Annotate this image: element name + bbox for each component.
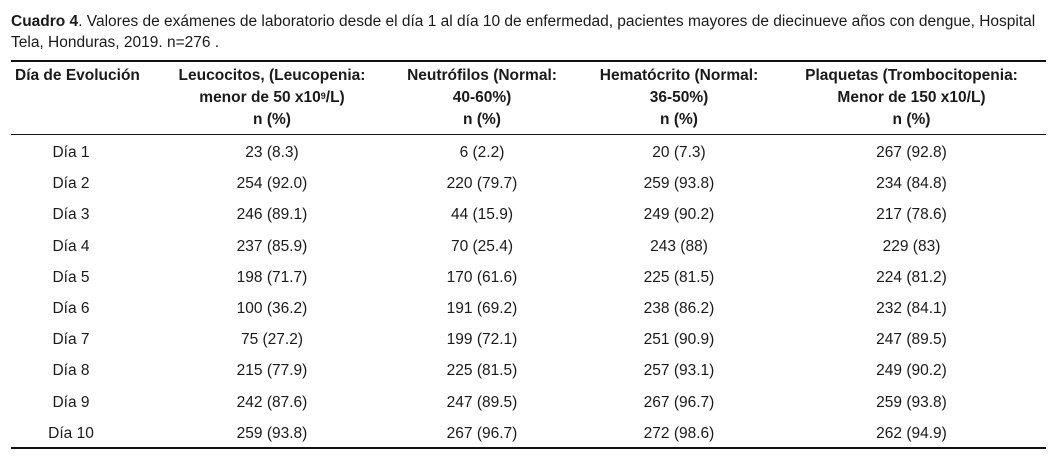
cell-plaquetas: 259 (93.8) [876,393,947,411]
cell-hematocrito: 20 (7.3) [652,144,706,161]
header-leucocitos-line3: n (%) [253,111,291,128]
cell-hematocrito: 259 (93.8) [643,175,715,193]
cell-day: Día 3 [52,206,90,224]
table-header-rule [11,134,1046,135]
cell-hematocrito: 243 (88) [650,237,708,255]
cell-plaquetas: 229 (83) [882,237,941,255]
cell-day: Día 7 [52,331,90,349]
cell-hematocrito: 249 (90.2) [643,206,715,224]
header-hematocrito-line3: n (%) [660,111,698,128]
table-row: Día 9 242 (87.6) 247 (89.5) 267 (96.7) 2… [11,387,1046,418]
cell-hematocrito: 272 (98.6) [643,424,715,442]
cell-plaquetas: 224 (81.2) [876,268,947,286]
header-neutrofilos-line3: n (%) [463,111,501,128]
cell-hematocrito: 238 (86.2) [643,300,715,318]
cell-neutrofilos: 220 (79.7) [446,175,518,193]
table-row: Día 8 215 (77.9) 225 (81.5) 257 (93.1) 2… [11,355,1046,386]
cell-plaquetas: 247 (89.5) [876,331,947,349]
header-leucocitos-line2-pre: menor de 50 x10 [199,89,321,106]
cell-neutrofilos: 191 (69.2) [446,300,518,318]
cell-day: Día 2 [52,175,90,193]
header-neutrofilos: Neutrófilos (Normal: 40-60%) n (%) [383,62,581,137]
cell-neutrofilos: 44 (15.9) [450,206,514,224]
cell-neutrofilos: 170 (61.6) [446,268,518,286]
header-day: Día de Evolución [11,62,161,137]
table-header-row: Día de Evolución Leucocitos, (Leucopenia… [11,62,1046,137]
cell-leucocitos: 259 (93.8) [236,424,308,442]
cell-day: Día 9 [52,393,90,411]
header-leucocitos-line2-post: /L) [325,89,345,106]
header-hematocrito: Hematócrito (Normal: 36-50%) n (%) [581,62,777,137]
cell-plaquetas: 234 (84.8) [876,175,947,193]
header-plaquetas: Plaquetas (Trombocitopenia: Menor de 150… [777,62,1046,137]
header-day-label: Día de Evolución [15,67,140,84]
cell-neutrofilos: 247 (89.5) [446,393,518,411]
table-row: Día 6 100 (36.2) 191 (69.2) 238 (86.2) 2… [11,293,1046,324]
cell-day: Día 8 [52,362,90,380]
cell-day: Día 1 [52,144,90,161]
header-neutrofilos-line2: 40-60%) [452,89,512,106]
table-row: Día 3 246 (89.1) 44 (15.9) 249 (90.2) 21… [11,199,1046,230]
table-row: Día 2 254 (92.0) 220 (79.7) 259 (93.8) 2… [11,168,1046,199]
cell-neutrofilos: 6 (2.2) [459,144,505,161]
cell-day: Día 6 [52,300,90,318]
cell-plaquetas: 232 (84.1) [876,300,947,318]
cell-leucocitos: 254 (92.0) [236,175,308,193]
table-row: Día 5 198 (71.7) 170 (61.6) 225 (81.5) 2… [11,262,1046,293]
cell-neutrofilos: 70 (25.4) [450,237,514,255]
cell-hematocrito: 251 (90.9) [643,331,715,349]
cell-neutrofilos: 199 (72.1) [446,331,518,349]
cell-hematocrito: 257 (93.1) [643,362,715,380]
header-leucocitos-exponent: 9 [320,91,326,101]
table-row: Día 10 259 (93.8) 267 (96.7) 272 (98.6) … [11,418,1046,449]
cell-leucocitos: 246 (89.1) [236,206,308,224]
cell-hematocrito: 225 (81.5) [643,268,715,286]
table-row: Día 4 237 (85.9) 70 (25.4) 243 (88) 229 … [11,231,1046,262]
cell-leucocitos: 100 (36.2) [236,300,308,318]
cell-hematocrito: 267 (96.7) [643,393,715,411]
cell-leucocitos: 23 (8.3) [245,144,299,161]
header-plaquetas-line3: n (%) [892,111,931,128]
cell-day: Día 4 [52,237,90,255]
table-top-rule [11,60,1046,62]
header-hematocrito-line1: Hematócrito (Normal: [599,67,759,84]
header-plaquetas-line2: Menor de 150 x10/L) [837,89,986,106]
header-plaquetas-line1: Plaquetas (Trombocitopenia: [805,67,1018,84]
cell-neutrofilos: 267 (96.7) [446,424,518,442]
cell-day: Día 10 [48,424,94,442]
table-bottom-rule [11,447,1046,449]
cell-leucocitos: 242 (87.6) [236,393,308,411]
header-neutrofilos-line1: Neutrófilos (Normal: [407,67,557,84]
cell-plaquetas: 267 (92.8) [876,144,947,161]
cell-plaquetas: 217 (78.6) [876,206,947,224]
cell-leucocitos: 75 (27.2) [240,331,304,349]
header-hematocrito-line2: 36-50%) [649,89,709,106]
header-leucocitos-line2: menor de 50 x109/L) [165,87,379,109]
cell-plaquetas: 262 (94.9) [876,424,947,442]
header-leucocitos-line1: Leucocitos, (Leucopenia: [178,67,366,84]
cell-leucocitos: 198 (71.7) [236,268,308,286]
cell-leucocitos: 215 (77.9) [236,362,308,380]
cell-leucocitos: 237 (85.9) [236,237,308,255]
cell-neutrofilos: 225 (81.5) [446,362,518,380]
table-caption: Cuadro 4. Valores de exámenes de laborat… [11,11,1047,53]
cell-day: Día 5 [52,268,90,286]
header-leucocitos: Leucocitos, (Leucopenia: menor de 50 x10… [161,62,383,137]
table-row: Día 7 75 (27.2) 199 (72.1) 251 (90.9) 24… [11,324,1046,355]
cell-plaquetas: 249 (90.2) [876,362,947,380]
caption-label: Cuadro 4 [11,13,79,30]
caption-text: . Valores de exámenes de laboratorio des… [11,13,1036,51]
table-row: Día 1 23 (8.3) 6 (2.2) 20 (7.3) 267 (92.… [11,137,1046,168]
lab-values-table: Día de Evolución Leucocitos, (Leucopenia… [11,62,1046,449]
